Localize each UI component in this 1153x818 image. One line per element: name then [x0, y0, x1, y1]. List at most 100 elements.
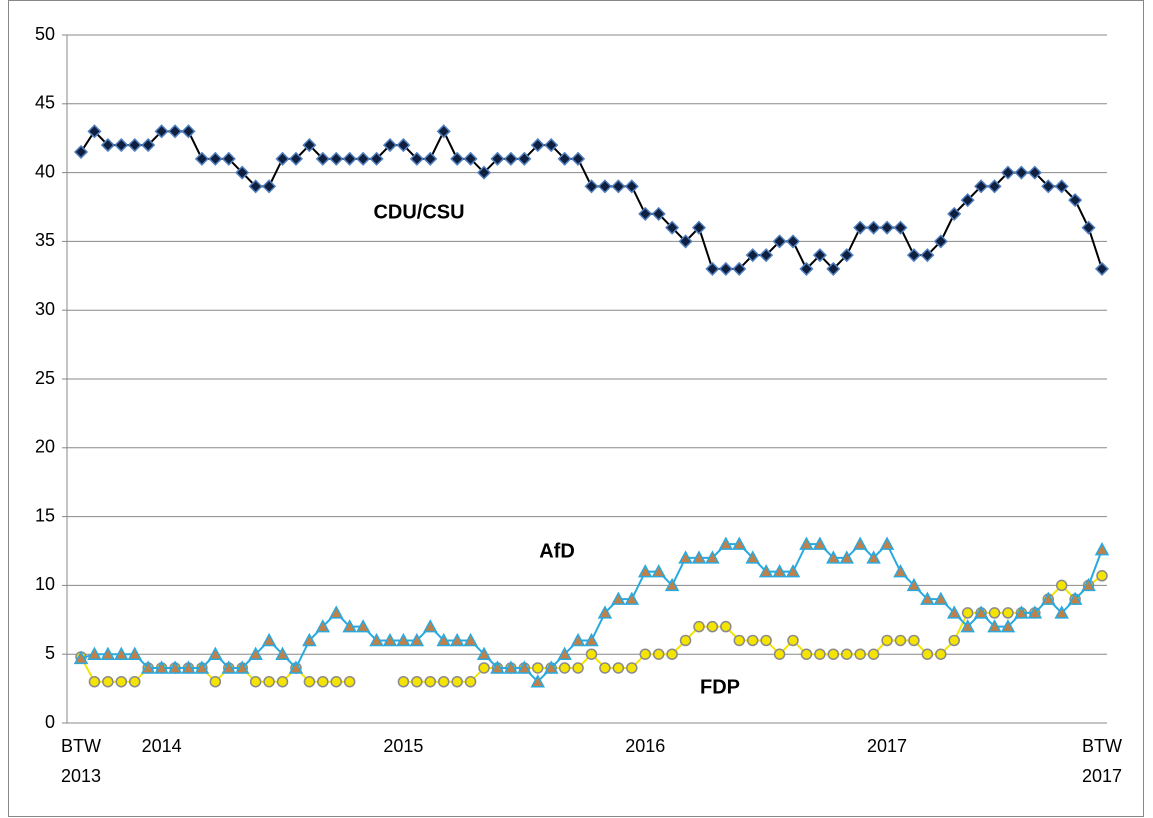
point: [382, 138, 398, 153]
point: [1081, 577, 1096, 592]
point: [839, 550, 855, 564]
y-tick-label: 45: [35, 93, 55, 113]
point: [946, 605, 962, 619]
point: [651, 564, 666, 578]
point: [369, 151, 384, 166]
point: [879, 536, 895, 550]
point: [1002, 607, 1014, 619]
point: [530, 138, 545, 153]
point: [597, 179, 612, 194]
point: [947, 206, 962, 221]
point: [611, 179, 626, 194]
point: [209, 675, 222, 688]
point: [261, 632, 277, 647]
point: [570, 632, 586, 647]
point: [532, 662, 544, 674]
point: [303, 675, 316, 688]
point: [1027, 605, 1043, 619]
point: [476, 646, 492, 660]
point: [114, 138, 129, 153]
series-line: [80, 574, 1103, 684]
point: [599, 662, 611, 674]
point: [275, 646, 290, 660]
point: [449, 632, 465, 647]
point: [87, 124, 102, 139]
point: [248, 179, 263, 194]
point: [463, 632, 478, 647]
point: [732, 536, 747, 550]
x-tick-label: BTW 2017: [1081, 736, 1123, 786]
point: [127, 646, 143, 660]
point: [652, 648, 665, 660]
series-annotation: FDP: [700, 676, 740, 698]
point: [571, 151, 586, 166]
point: [102, 675, 114, 688]
point: [249, 675, 262, 688]
point: [288, 660, 304, 674]
y-tick-label: 25: [35, 368, 55, 388]
y-tick-label: 40: [35, 161, 55, 181]
point: [852, 536, 868, 550]
point: [503, 660, 519, 674]
point: [853, 220, 868, 235]
point: [234, 660, 250, 674]
point: [167, 660, 183, 674]
point: [382, 632, 398, 647]
point: [691, 550, 707, 564]
point: [302, 138, 317, 153]
point: [181, 124, 196, 139]
point: [1041, 179, 1056, 194]
point: [1027, 165, 1042, 180]
point: [584, 632, 599, 647]
point: [759, 248, 774, 263]
point: [317, 675, 329, 688]
point: [100, 646, 116, 660]
point: [1014, 605, 1029, 619]
point: [315, 151, 330, 166]
point: [114, 646, 129, 660]
point: [1068, 193, 1083, 208]
point: [128, 675, 141, 688]
point: [451, 675, 463, 688]
point: [73, 144, 89, 160]
point: [597, 605, 613, 619]
point: [396, 632, 411, 647]
point: [235, 165, 250, 180]
point: [666, 648, 678, 660]
point: [893, 220, 908, 235]
y-tick-label: 10: [35, 574, 55, 594]
point: [812, 536, 828, 550]
point: [948, 634, 960, 647]
point: [1000, 165, 1016, 180]
point: [691, 220, 707, 235]
point: [812, 248, 827, 263]
point: [987, 179, 1002, 194]
x-tick-label: 2015: [383, 736, 424, 756]
point: [87, 646, 102, 660]
point: [288, 151, 304, 166]
point: [1054, 179, 1069, 194]
point: [141, 138, 156, 153]
point: [639, 648, 651, 660]
point: [221, 151, 236, 166]
point: [115, 675, 128, 688]
point: [315, 619, 331, 633]
point: [503, 151, 518, 166]
series-line: [80, 542, 1103, 684]
point: [826, 550, 841, 564]
point: [1081, 220, 1096, 235]
y-tick-label: 5: [45, 643, 55, 663]
point: [773, 648, 786, 660]
point: [275, 151, 290, 166]
point: [436, 632, 451, 647]
point: [154, 124, 169, 139]
point: [248, 646, 263, 660]
point: [866, 220, 881, 235]
x-tick-label: 2016: [625, 736, 666, 756]
point: [194, 151, 209, 166]
point: [1040, 591, 1056, 605]
point: [1000, 619, 1016, 633]
point: [612, 662, 625, 674]
point: [409, 632, 425, 647]
